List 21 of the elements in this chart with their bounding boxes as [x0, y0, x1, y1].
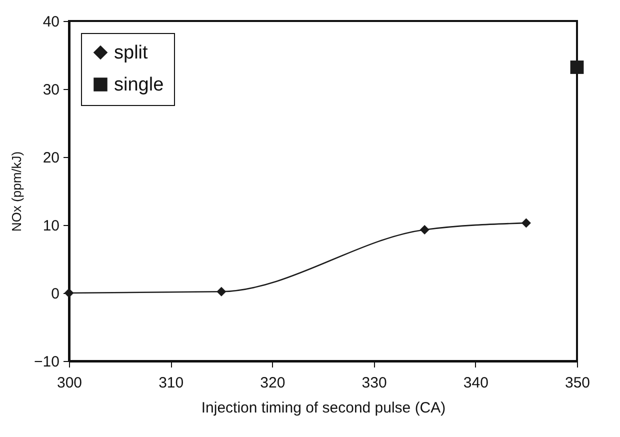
- point: [521, 218, 531, 228]
- x-tick-label: 300: [56, 374, 82, 392]
- x-axis-title: Injection timing of second pulse (CA): [201, 400, 446, 416]
- point: [570, 60, 584, 74]
- y-tick-label: 20: [42, 150, 60, 166]
- y-axis-title: NOx (ppm/kJ): [9, 151, 24, 232]
- x-tick-label: 340: [463, 374, 488, 392]
- x-tick-label: 320: [260, 374, 286, 392]
- point: [216, 286, 226, 296]
- y-tick-label: 40: [42, 14, 60, 30]
- point: [64, 288, 74, 298]
- y-tick-label: 10: [42, 218, 60, 234]
- y-tick-label: 0: [51, 286, 60, 302]
- point: [420, 225, 430, 235]
- y-tick-label: −10: [34, 354, 60, 370]
- legend-label: split: [114, 42, 149, 64]
- y-tick-label: 30: [42, 82, 60, 98]
- x-tick-label: 330: [362, 374, 387, 392]
- x-tick-label: 310: [158, 374, 184, 392]
- legend-label: single: [114, 74, 164, 96]
- x-tick-label: 350: [564, 374, 590, 392]
